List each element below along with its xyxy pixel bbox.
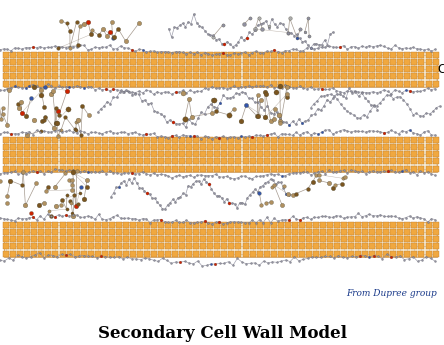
Bar: [4, 52, 437, 87]
Text: From Dupree group: From Dupree group: [347, 289, 437, 298]
Text: Secondary Cell Wall Model: Secondary Cell Wall Model: [98, 325, 346, 342]
Bar: [4, 137, 437, 171]
Text: Cellulose: Cellulose: [437, 63, 444, 76]
Bar: [4, 222, 437, 257]
